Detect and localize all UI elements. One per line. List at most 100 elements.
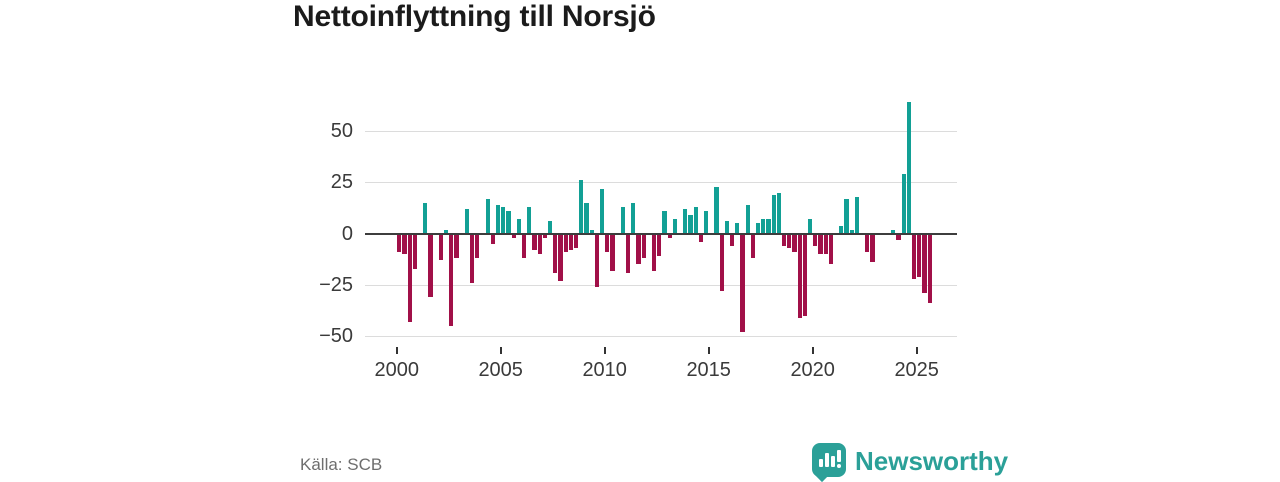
bar-2016-q2 — [735, 223, 740, 234]
bar-2008-q2 — [568, 233, 573, 251]
y-axis-label--50: −50 — [319, 325, 353, 348]
bar-2013-q4 — [683, 209, 688, 234]
bar-2022-q4 — [870, 233, 875, 263]
x-axis-tick-2020 — [811, 347, 814, 354]
bar-2006-q1 — [522, 233, 527, 259]
x-axis-label-2025: 2025 — [894, 359, 939, 381]
x-axis-tick-2015 — [707, 347, 710, 354]
bar-2003-q2 — [464, 209, 469, 234]
gridline-25 — [365, 182, 957, 184]
bar-2017-q3 — [761, 219, 766, 234]
bar-2021-q3 — [844, 198, 849, 234]
bar-2001-q3 — [428, 233, 433, 298]
bar-2014-q2 — [693, 207, 698, 234]
bar-2021-q4 — [849, 229, 854, 234]
bar-2018-q2 — [776, 192, 781, 234]
bar-2016-q3 — [740, 233, 745, 333]
gridline--25 — [365, 285, 957, 287]
bar-2024-q3 — [906, 102, 911, 234]
chart-title: Nettoinflyttning till Norsjö — [293, 0, 656, 33]
bar-2020-q4 — [828, 233, 833, 265]
x-axis-tick-2005 — [499, 347, 502, 354]
bar-2007-q3 — [553, 233, 558, 273]
bar-2012-q4 — [662, 211, 667, 234]
x-axis-tick-2000 — [395, 347, 398, 354]
bar-2025-q3 — [927, 233, 932, 304]
x-axis-tick-2010 — [603, 347, 606, 354]
y-axis-label-0: 0 — [341, 222, 353, 245]
bar-2024-q4 — [912, 233, 917, 279]
bar-2005-q4 — [516, 219, 521, 234]
bar-2011-q1 — [626, 233, 631, 273]
bar-2025-q1 — [917, 233, 922, 277]
bar-2020-q1 — [813, 233, 818, 246]
bar-2011-q2 — [631, 202, 636, 234]
bar-2000-q2 — [402, 233, 407, 255]
bar-2011-q3 — [636, 233, 641, 265]
bar-2009-q1 — [584, 202, 589, 234]
bar-2024-q2 — [901, 174, 906, 234]
bar-2017-q1 — [750, 233, 755, 259]
plot-area: 50 25 0 −25 −50 2000 2005 2010 2015 2020 2025 — [319, 102, 957, 381]
bar-2020-q2 — [818, 233, 823, 255]
bar-2003-q4 — [475, 233, 480, 259]
bar-2021-q2 — [839, 225, 844, 234]
bar-2004-q4 — [496, 204, 501, 234]
x-axis-tick-2025 — [915, 347, 918, 354]
y-axis-label-25: 25 — [330, 171, 353, 194]
bar-2003-q3 — [470, 233, 475, 283]
bar-2007-q4 — [558, 233, 563, 281]
bar-2006-q2 — [527, 207, 532, 234]
bar-2015-q3 — [719, 233, 724, 292]
bar-2010-q4 — [620, 207, 625, 234]
x-axis-label-2000: 2000 — [374, 359, 419, 381]
x-axis-label-2010: 2010 — [582, 359, 627, 381]
bar-2005-q2 — [506, 211, 511, 234]
y-axis-label-50: 50 — [330, 120, 353, 142]
bar-chart-exclamation-icon — [812, 443, 846, 482]
bar-2004-q2 — [485, 198, 490, 234]
bar-2000-q3 — [407, 233, 412, 322]
bar-2014-q1 — [688, 215, 693, 234]
bar-2016-q4 — [745, 204, 750, 234]
bar-2012-q3 — [657, 233, 662, 257]
gridline-50 — [365, 131, 957, 132]
bar-2010-q2 — [610, 233, 615, 271]
bar-2012-q2 — [652, 233, 657, 271]
bar-2008-q4 — [579, 180, 584, 234]
bar-2002-q1 — [438, 233, 443, 261]
x-axis-label-2005: 2005 — [478, 359, 523, 381]
bar-2002-q2 — [444, 229, 449, 234]
gridline--50 — [365, 336, 957, 338]
bar-2024-q1 — [896, 233, 901, 240]
bar-2002-q3 — [449, 233, 454, 327]
bar-2016-q1 — [730, 233, 735, 246]
bar-2019-q2 — [797, 233, 802, 318]
bar-2018-q4 — [787, 233, 792, 249]
bar-2022-q3 — [865, 233, 870, 253]
bar-2013-q1 — [667, 233, 672, 238]
bar-2008-q1 — [563, 233, 568, 253]
source-text: Källa: SCB — [300, 455, 383, 474]
bar-2018-q3 — [782, 233, 787, 246]
bar-2015-q2 — [714, 186, 719, 234]
bar-2013-q2 — [672, 219, 677, 234]
bar-2006-q4 — [537, 233, 542, 255]
bar-2009-q2 — [589, 229, 594, 234]
bar-2010-q1 — [605, 233, 610, 253]
bar-2022-q1 — [854, 196, 859, 234]
bar-2005-q3 — [511, 233, 516, 238]
y-axis-label--25: −25 — [319, 274, 353, 297]
bar-2007-q2 — [548, 221, 553, 234]
bar-2000-q1 — [397, 233, 402, 253]
bar-2018-q1 — [771, 194, 776, 234]
newsworthy-logo: Newsworthy — [812, 441, 1008, 482]
bar-2008-q3 — [574, 233, 579, 249]
x-axis-label-2020: 2020 — [790, 359, 835, 381]
bar-2006-q3 — [532, 233, 537, 251]
bar-2005-q1 — [501, 207, 506, 234]
bar-2019-q4 — [808, 219, 813, 234]
bar-2020-q3 — [823, 233, 828, 255]
bar-2017-q4 — [766, 219, 771, 234]
bar-2009-q4 — [600, 188, 605, 234]
